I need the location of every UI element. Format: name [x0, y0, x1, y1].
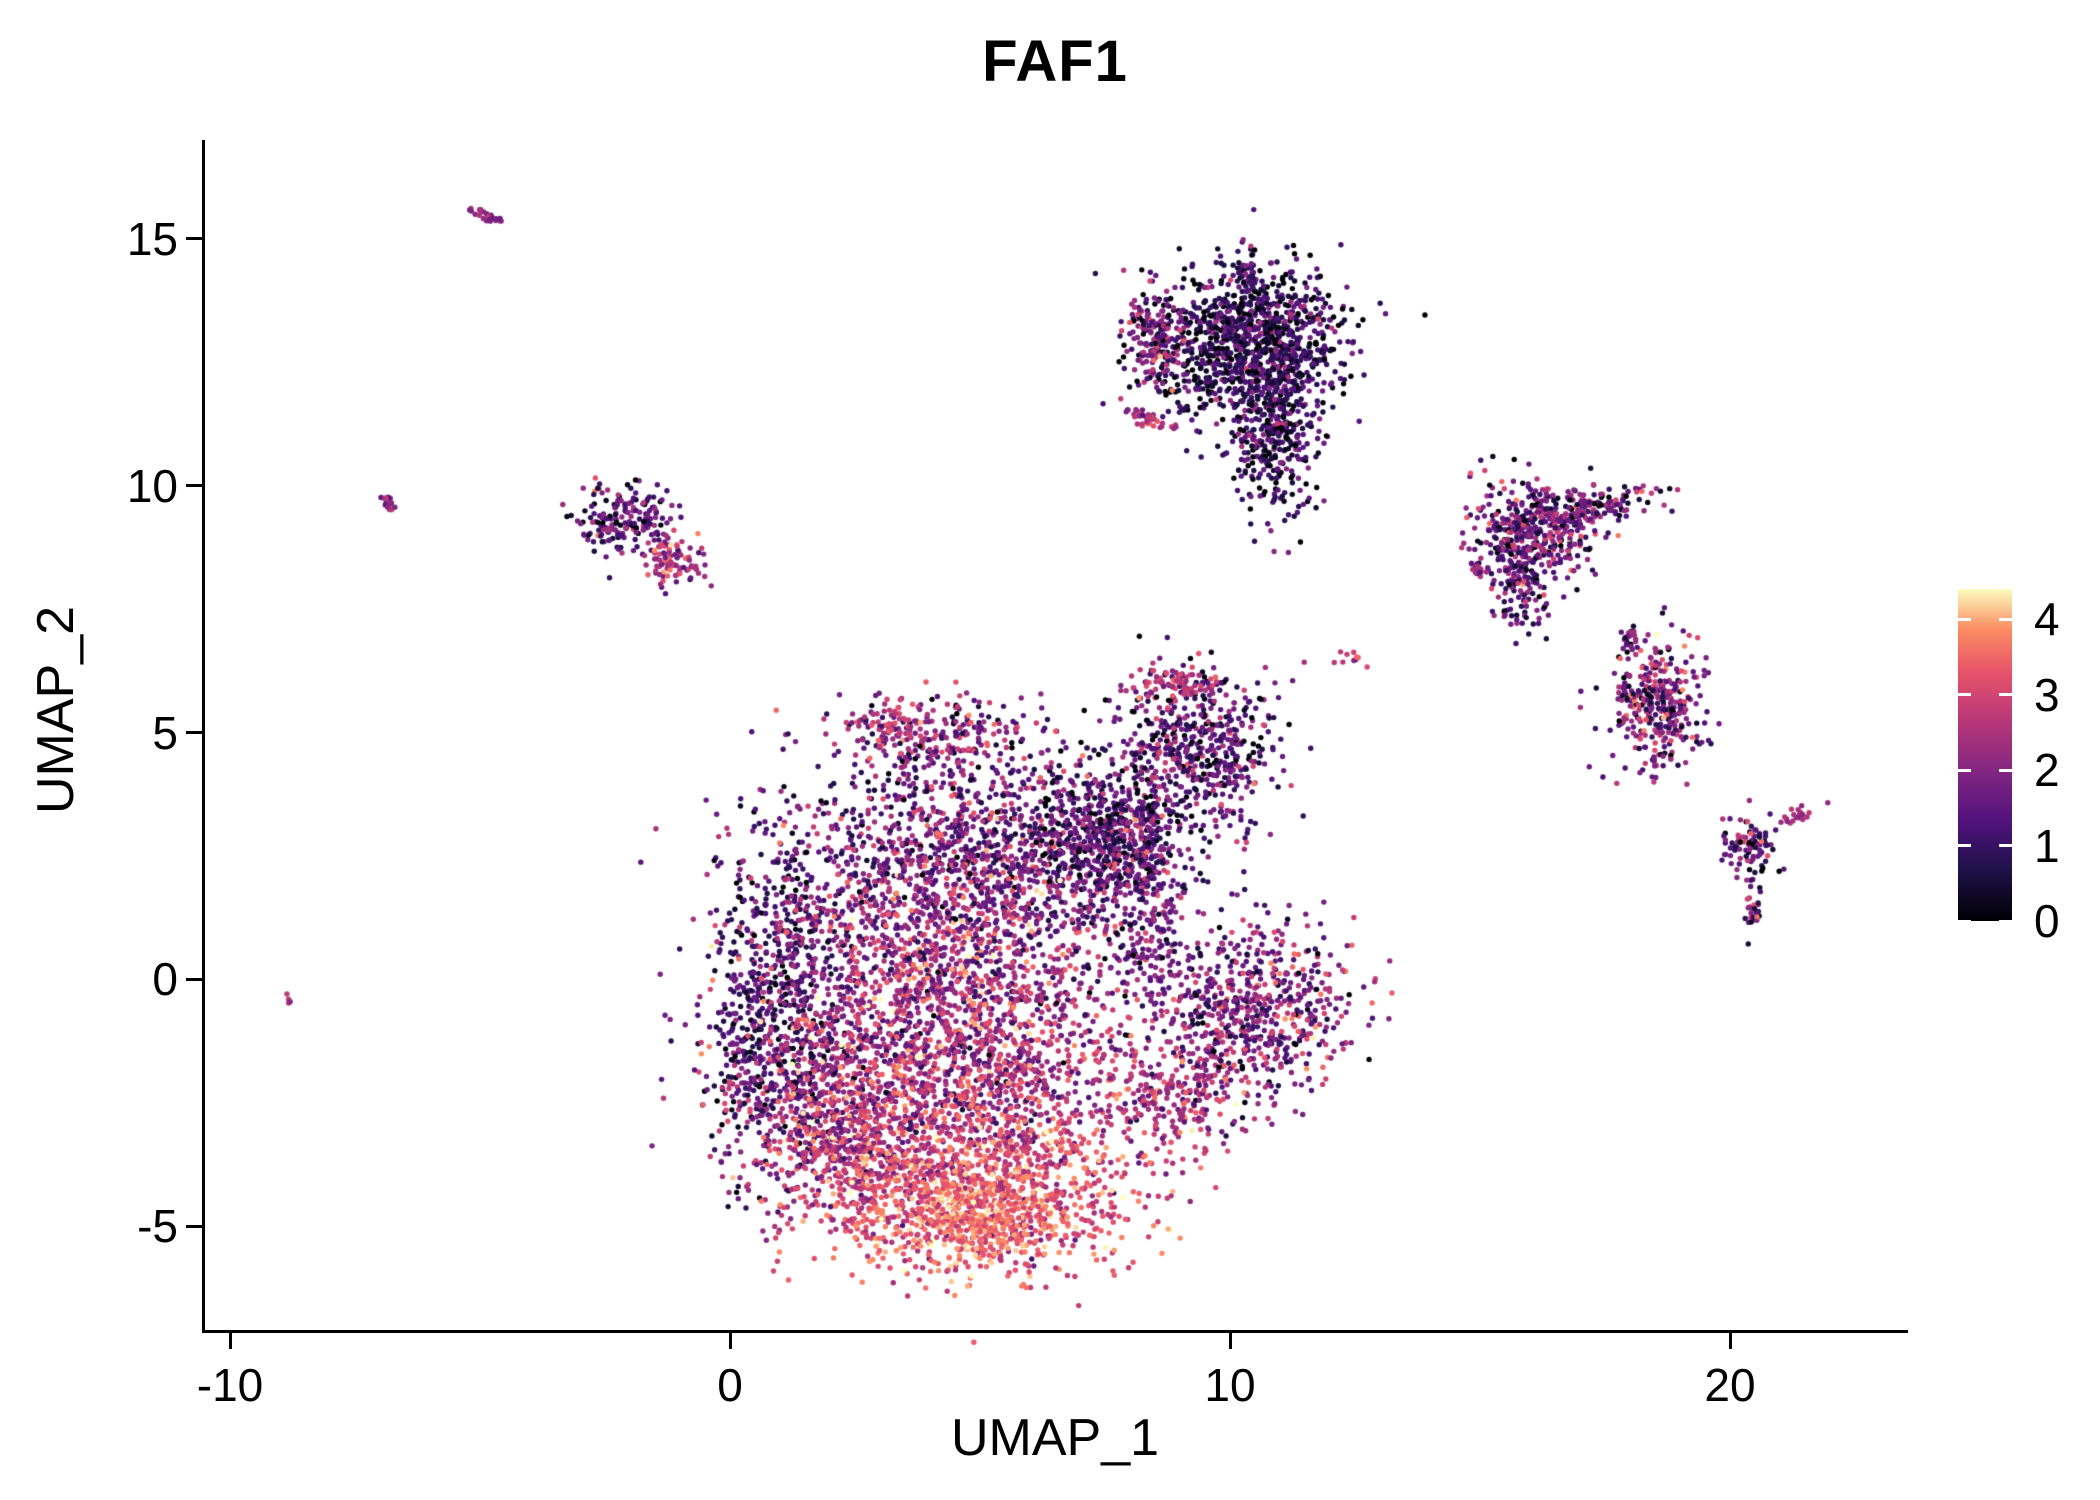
x-tick-mark — [728, 1333, 732, 1349]
y-tick-mark — [186, 977, 202, 981]
y-tick-label: 5 — [152, 706, 178, 759]
x-tick-label: 10 — [1204, 1359, 1256, 1411]
colorbar-tick — [1999, 919, 2012, 923]
x-tick-label: 20 — [1704, 1359, 1756, 1411]
colorbar-tick — [1958, 768, 1971, 772]
colorbar-tick-label: 1 — [2034, 819, 2060, 872]
x-axis-line — [202, 1330, 1908, 1333]
y-tick-mark — [186, 1224, 202, 1228]
x-tick-label: 0 — [717, 1359, 743, 1411]
x-tick-mark — [1228, 1333, 1232, 1349]
colorbar-tick-label: 4 — [2034, 593, 2060, 646]
y-tick-mark — [186, 484, 202, 488]
colorbar-gradient — [1958, 589, 2012, 921]
colorbar-tick — [1999, 844, 2012, 848]
y-tick-label: 10 — [126, 459, 178, 512]
colorbar-tick — [1999, 693, 2012, 697]
y-tick-label: 0 — [152, 953, 178, 1006]
colorbar-tick-label: 2 — [2034, 744, 2060, 797]
y-axis-label: UMAP_2 — [27, 605, 85, 815]
colorbar-tick — [1999, 768, 2012, 772]
colorbar-tick — [1999, 617, 2012, 621]
colorbar-tick-label: 3 — [2034, 668, 2060, 721]
y-tick-label: 15 — [126, 212, 178, 265]
y-tick-label: -5 — [137, 1200, 178, 1253]
x-tick-mark — [1728, 1333, 1732, 1349]
colorbar-tick — [1958, 617, 1971, 621]
colorbar-tick — [1958, 693, 1971, 697]
y-tick-mark — [186, 237, 202, 241]
colorbar-tick — [1958, 844, 1971, 848]
y-axis-line — [202, 140, 205, 1333]
colorbar-tick-label: 0 — [2034, 895, 2060, 947]
x-axis-label: UMAP_1 — [950, 1409, 1160, 1467]
x-tick-label: -10 — [196, 1359, 264, 1411]
x-tick-mark — [228, 1333, 232, 1349]
colorbar-tick — [1958, 919, 1971, 923]
chart-title: FAF1 — [982, 29, 1128, 94]
y-tick-mark — [186, 731, 202, 735]
